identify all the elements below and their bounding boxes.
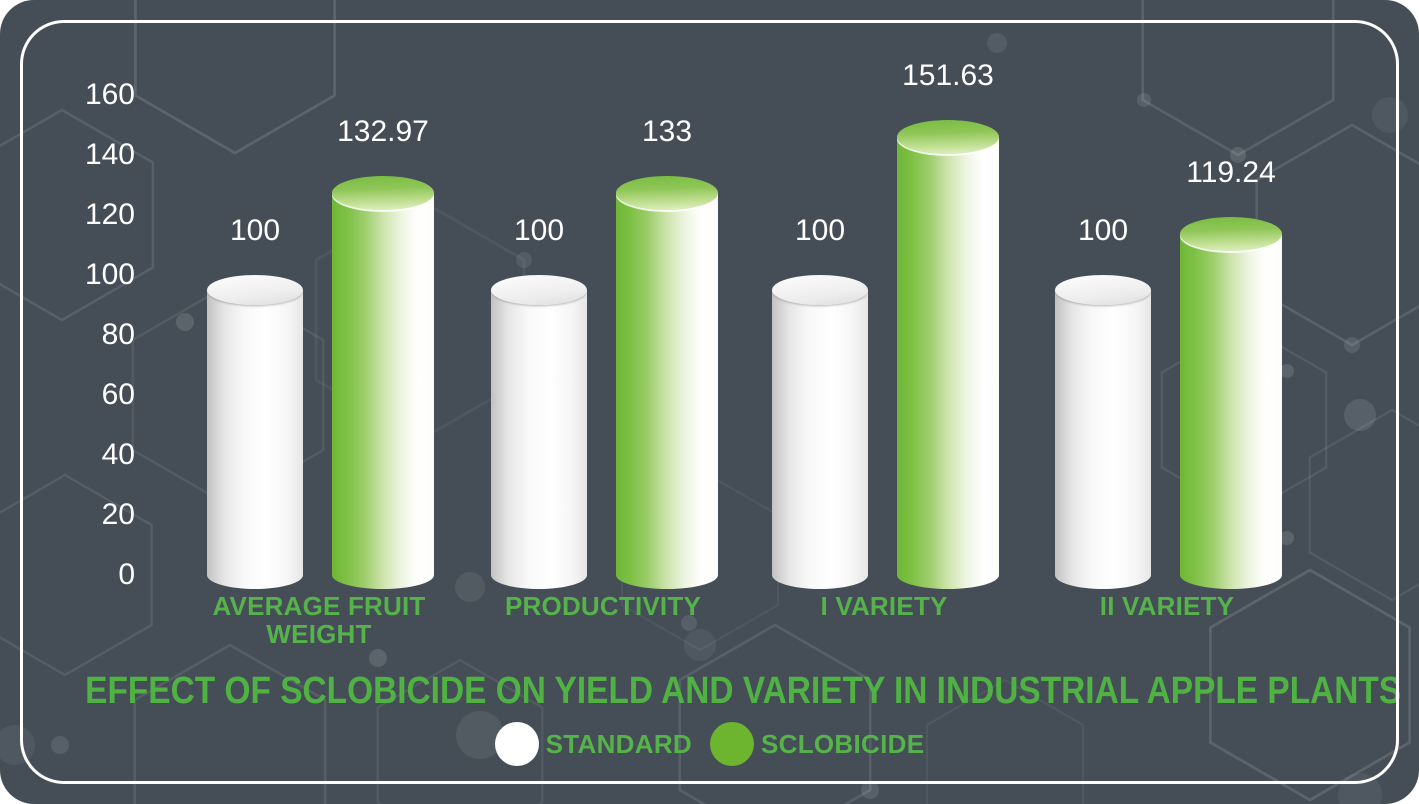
cylinder-body xyxy=(616,193,718,589)
cylinder-body xyxy=(897,137,999,589)
value-label-sclobicide: 119.24 xyxy=(1186,156,1276,190)
y-tick-label: 120 xyxy=(84,198,135,231)
cylinder-top xyxy=(897,120,999,155)
legend-item-standard: STANDARD xyxy=(494,722,692,766)
category-label: II VARIETY xyxy=(1099,591,1235,621)
bar-standard-cylinder xyxy=(207,275,303,589)
bar-standard-cylinder xyxy=(491,275,587,589)
legend-label-standard: STANDARD xyxy=(545,728,692,759)
value-label-sclobicide: 132.97 xyxy=(337,115,429,149)
value-label-standard: 100 xyxy=(229,214,281,247)
bar-sclobicide-cylinder xyxy=(1180,217,1282,589)
bar-standard-cylinder xyxy=(1055,275,1151,589)
cylinder-top xyxy=(772,275,868,305)
cylinder-body xyxy=(772,290,868,589)
value-label-standard: 100 xyxy=(513,214,565,247)
y-tick-label: 20 xyxy=(101,498,135,531)
y-tick-label: 60 xyxy=(101,378,135,411)
value-label-sclobicide: 151.63 xyxy=(902,59,994,93)
cylinder-top xyxy=(1180,217,1282,252)
cylinder-body xyxy=(1180,234,1282,589)
cylinder-body xyxy=(491,290,587,589)
cylinder-top xyxy=(616,176,718,210)
y-tick-label: 160 xyxy=(84,78,135,111)
cylinder-top xyxy=(1055,275,1151,305)
cylinder-top xyxy=(207,275,303,305)
cylinder-body xyxy=(1055,290,1151,589)
legend-marker-sclobicide-icon xyxy=(710,722,754,766)
y-tick-label: 0 xyxy=(118,558,135,591)
cylinder-body xyxy=(207,290,303,589)
value-label-standard: 100 xyxy=(1077,214,1129,247)
legend-item-sclobicide: SCLOBICIDE xyxy=(710,722,924,766)
y-tick-label: 80 xyxy=(101,318,135,351)
legend: STANDARD SCLOBICIDE xyxy=(0,718,1419,770)
y-tick-label: 140 xyxy=(84,138,135,171)
category-label: AVERAGE FRUIT WEIGHT xyxy=(212,591,426,649)
category-label: I VARIETY xyxy=(820,591,948,621)
bar-sclobicide-cylinder xyxy=(897,120,999,589)
bar-sclobicide-cylinder xyxy=(616,176,718,589)
category-label: PRODUCTIVITY xyxy=(505,591,701,621)
chart-title: EFFECT OF SCLOBICIDE ON YIELD AND VARIET… xyxy=(85,670,1402,712)
value-label-standard: 100 xyxy=(794,214,846,247)
legend-label-sclobicide: SCLOBICIDE xyxy=(761,728,925,759)
bar-sclobicide-cylinder xyxy=(332,176,434,589)
bar-standard-cylinder xyxy=(772,275,868,589)
legend-marker-standard-icon xyxy=(494,722,539,766)
cylinder-top xyxy=(332,176,434,211)
value-label-sclobicide: 133 xyxy=(641,115,693,148)
cylinder-top xyxy=(491,275,587,305)
y-tick-label: 100 xyxy=(84,258,135,291)
cylinder-body xyxy=(332,193,434,589)
y-tick-label: 40 xyxy=(101,438,135,471)
